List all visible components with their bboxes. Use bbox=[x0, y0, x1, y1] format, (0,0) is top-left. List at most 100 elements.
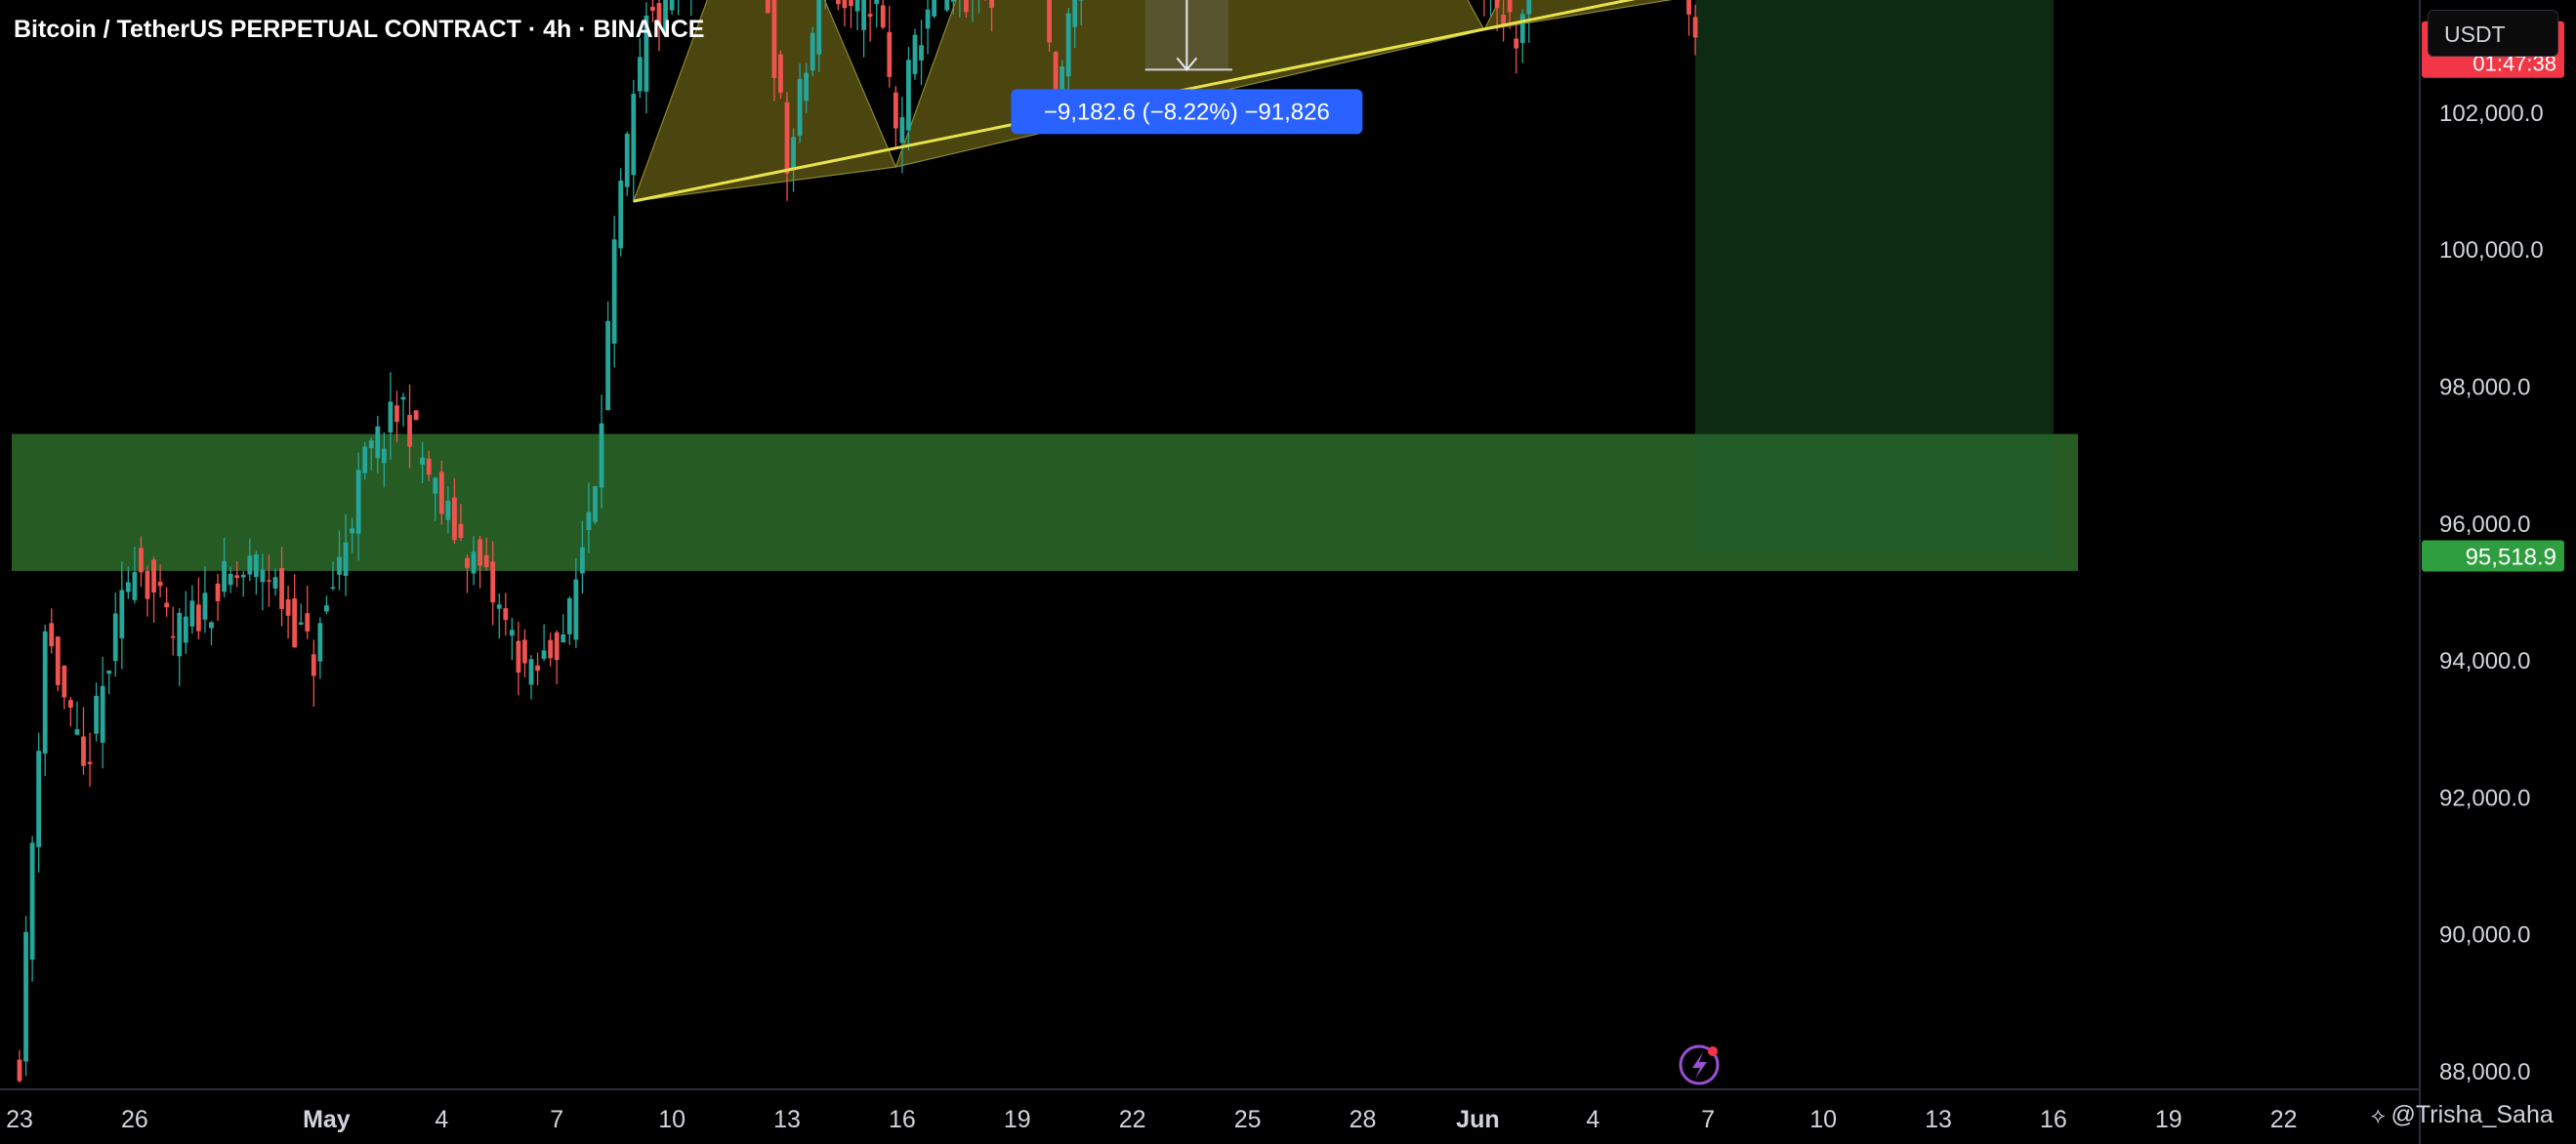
candle bbox=[183, 591, 188, 654]
candle bbox=[880, 0, 886, 29]
author-watermark: ⟡ @Trisha_Saha bbox=[2371, 1101, 2554, 1129]
candle bbox=[989, 0, 994, 32]
candle bbox=[650, 0, 655, 22]
candle bbox=[765, 0, 770, 14]
candle bbox=[503, 592, 509, 636]
candle bbox=[388, 372, 394, 460]
tradingview-icon: ⟡ bbox=[2371, 1103, 2386, 1127]
left-shoulder-triangle[interactable] bbox=[632, 0, 897, 202]
candle bbox=[292, 574, 298, 648]
candle bbox=[893, 86, 898, 150]
candle bbox=[285, 586, 291, 639]
candle bbox=[791, 128, 796, 192]
target-price-tag[interactable]: 95,518.9 bbox=[2422, 540, 2564, 572]
candle bbox=[959, 0, 961, 18]
candle bbox=[260, 553, 266, 611]
support-zone[interactable] bbox=[12, 433, 2078, 571]
candle bbox=[874, 0, 880, 28]
time-tick-label: 7 bbox=[1701, 1106, 1715, 1133]
candle bbox=[778, 50, 783, 100]
candle bbox=[631, 79, 637, 202]
candle bbox=[343, 513, 349, 596]
candle bbox=[797, 63, 803, 143]
time-tick-label: 10 bbox=[1809, 1106, 1837, 1133]
candle bbox=[222, 537, 227, 597]
candle bbox=[452, 478, 457, 545]
candle bbox=[535, 652, 540, 685]
price-tag-value: 95,518.9 bbox=[2466, 545, 2556, 571]
time-tick-label: 13 bbox=[1925, 1106, 1952, 1133]
candle bbox=[599, 394, 604, 509]
candle bbox=[784, 92, 790, 201]
candle bbox=[157, 564, 163, 598]
time-tick-label: 22 bbox=[1119, 1106, 1146, 1133]
candle bbox=[407, 384, 412, 469]
time-tick-label: 23 bbox=[6, 1106, 33, 1133]
candle bbox=[1489, 0, 1492, 17]
candle bbox=[202, 566, 208, 633]
neckline[interactable] bbox=[633, 0, 1785, 203]
candle bbox=[112, 592, 118, 677]
candle bbox=[580, 520, 585, 594]
candle bbox=[471, 536, 477, 586]
candle bbox=[690, 0, 692, 17]
candle bbox=[573, 557, 579, 649]
flash-alert-icon[interactable] bbox=[1679, 1044, 1720, 1085]
candle bbox=[977, 0, 980, 14]
time-tick-label: 7 bbox=[550, 1106, 563, 1133]
candle bbox=[566, 595, 572, 645]
time-tick-label: 26 bbox=[121, 1106, 148, 1133]
candle bbox=[55, 635, 61, 692]
currency-selector[interactable]: USDT bbox=[2428, 10, 2558, 57]
candle bbox=[950, 0, 956, 15]
candle bbox=[899, 97, 905, 174]
candle bbox=[644, 2, 649, 114]
candle bbox=[253, 551, 259, 595]
candle bbox=[228, 566, 233, 593]
candle bbox=[972, 0, 974, 22]
candle bbox=[438, 461, 444, 525]
candle bbox=[509, 618, 515, 661]
price-tick-label: 92,000.0 bbox=[2439, 785, 2530, 811]
candle bbox=[151, 556, 156, 623]
candle bbox=[375, 416, 381, 474]
time-tick-label: 4 bbox=[1586, 1106, 1600, 1133]
candle bbox=[317, 617, 323, 679]
candle bbox=[867, 0, 873, 42]
price-tick-label: 96,000.0 bbox=[2439, 511, 2530, 538]
candle bbox=[611, 216, 617, 368]
candle bbox=[554, 630, 560, 685]
candle bbox=[100, 656, 105, 769]
candle bbox=[433, 476, 438, 521]
candle bbox=[247, 538, 253, 582]
candle bbox=[849, 0, 853, 28]
candle bbox=[836, 0, 841, 11]
candle bbox=[669, 0, 675, 15]
measure-label[interactable]: −9,182.6 (−8.22%) −91,826 bbox=[1011, 89, 1363, 135]
candle bbox=[516, 621, 521, 696]
candle bbox=[1526, 0, 1532, 43]
candle bbox=[413, 410, 419, 421]
time-tick-label: May bbox=[303, 1106, 351, 1133]
candle bbox=[74, 701, 80, 736]
symbol-title[interactable]: Bitcoin / TetherUS PERPETUAL CONTRACT · … bbox=[14, 16, 705, 43]
candle bbox=[381, 432, 387, 488]
candle bbox=[17, 1049, 22, 1083]
candle bbox=[490, 541, 496, 626]
candle bbox=[330, 561, 336, 591]
take-profit-zone[interactable] bbox=[1695, 0, 2054, 556]
candle bbox=[94, 682, 99, 742]
candle bbox=[656, 0, 662, 52]
candle bbox=[311, 639, 316, 707]
price-tick-label: 90,000.0 bbox=[2439, 922, 2530, 949]
candle bbox=[49, 608, 55, 654]
candle bbox=[912, 28, 918, 80]
candle bbox=[1078, 0, 1084, 26]
candle bbox=[1494, 0, 1500, 31]
candle bbox=[29, 836, 35, 982]
candle bbox=[445, 486, 451, 534]
candle bbox=[400, 392, 406, 427]
candle bbox=[272, 568, 278, 596]
measure-label-text: −9,182.6 (−8.22%) −91,826 bbox=[1044, 99, 1330, 125]
